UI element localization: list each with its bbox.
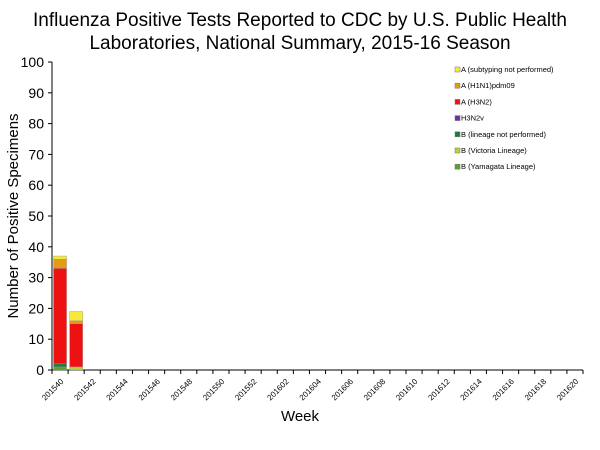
chart-title-line: Laboratories, National Summary, 2015-16 … [89,33,510,54]
x-tick-label: 201604 [298,377,324,403]
x-tick-label: 201550 [201,377,227,403]
legend-label: A (subtyping not performed) [461,65,554,74]
y-tick-label: 30 [28,270,44,286]
x-tick-label: 201602 [265,377,291,403]
legend-label: B (Yamagata Lineage) [461,162,536,171]
legend-label: H3N2v [461,114,484,123]
y-tick-label: 20 [28,300,44,316]
y-tick-label: 0 [36,362,44,378]
bar-segment [53,268,67,365]
legend-swatch [454,115,461,121]
x-tick-label: 201616 [491,377,517,403]
legend-swatch [454,131,461,138]
y-tick-label: 40 [28,239,44,255]
x-tick-label: 201544 [105,377,131,403]
y-tick-label: 50 [28,208,44,224]
x-tick-label: 201546 [137,377,163,403]
bar-segment [53,258,67,269]
x-tick-label: 201540 [40,377,66,403]
x-tick-label: 201608 [362,377,388,403]
chart-title-line: Influenza Positive Tests Reported to CDC… [33,10,567,31]
legend-label: A (H3N2) [461,97,492,106]
x-tick-label: 201620 [555,377,581,403]
x-tick-label: 201612 [426,377,452,403]
bar-segment [53,255,67,260]
bar-segment [53,363,67,368]
legend-label: B (lineage not performed) [461,130,547,139]
legend-label: B (Victoria Lineage) [461,146,527,155]
y-tick-label: 70 [28,146,44,162]
bar-segment [69,366,83,371]
bar-segment [69,323,83,368]
x-tick-label: 201552 [233,377,259,403]
y-tick-label: 80 [28,116,44,132]
y-tick-label: 60 [28,177,44,193]
y-axis-label: Number of Positive Specimens [5,113,22,318]
bar-segment [69,311,83,321]
x-tick-label: 201606 [330,377,356,403]
x-tick-label: 201610 [394,377,420,403]
bar-segment [53,366,67,371]
legend-swatch [454,147,461,154]
x-tick-label: 201548 [169,377,195,403]
y-tick-label: 90 [28,85,44,101]
x-tick-label: 201614 [459,377,485,403]
x-tick-label: 201542 [72,377,98,403]
legend-swatch [454,82,461,89]
legend-swatch [454,66,461,73]
y-tick-label: 10 [28,331,44,347]
bar-segment [69,320,83,325]
legend-swatch [454,163,461,170]
x-axis-label: Week [281,408,320,425]
y-tick-label: 100 [21,54,45,70]
x-tick-label: 201618 [523,377,549,403]
legend-swatch [454,99,461,105]
legend-label: A (H1N1)pdm09 [461,81,515,90]
